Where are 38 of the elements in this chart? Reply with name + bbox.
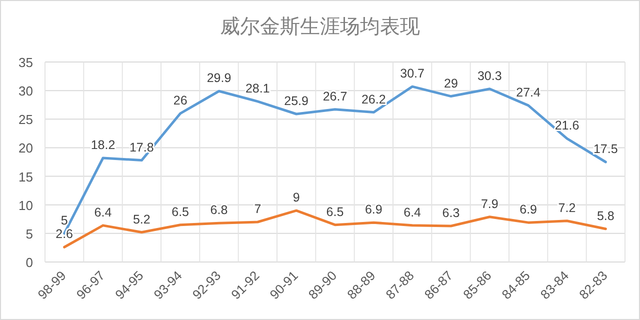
- data-label: 6.9: [520, 202, 538, 217]
- y-tick-label: 15: [18, 169, 33, 184]
- data-label: 26.2: [361, 92, 386, 106]
- y-tick-label: 5: [26, 226, 33, 242]
- data-label: 6.9: [364, 202, 382, 217]
- data-label: 29: [444, 76, 458, 90]
- data-label: 6.4: [94, 205, 112, 220]
- data-label: 18.2: [90, 138, 116, 152]
- data-label: 5: [60, 213, 68, 228]
- data-label: 7.9: [480, 196, 498, 211]
- data-label: 5.8: [596, 208, 614, 223]
- data-label: 21.6: [554, 118, 580, 133]
- data-label: 9: [292, 190, 300, 205]
- data-label: 30.3: [477, 68, 502, 83]
- data-label: 5.2: [132, 212, 150, 226]
- data-label: 26: [173, 93, 188, 108]
- data-label: 7: [254, 202, 262, 216]
- data-label: 25.9: [284, 94, 309, 108]
- data-label: 2.6: [56, 227, 74, 242]
- data-label: 27.4: [516, 85, 541, 100]
- y-tick-label: 0: [26, 255, 33, 270]
- data-label: 6.5: [326, 204, 344, 219]
- data-label: 6.8: [210, 203, 228, 218]
- data-label: 17.5: [593, 142, 618, 156]
- data-label: 7.2: [558, 200, 576, 215]
- y-tick-label: 35: [18, 55, 33, 70]
- data-label: 6.3: [442, 206, 460, 220]
- y-tick-label: 10: [18, 198, 33, 213]
- data-label: 29.9: [206, 71, 232, 86]
- data-label: 26.7: [322, 89, 348, 104]
- y-tick-label: 30: [18, 84, 33, 99]
- y-tick-label: 25: [18, 112, 33, 128]
- data-label: 6.5: [172, 204, 190, 219]
- data-label: 30.7: [400, 66, 425, 81]
- data-label: 28.1: [245, 81, 270, 96]
- data-label: 6.4: [404, 205, 422, 220]
- chart-title: 威尔金斯生涯场均表现: [220, 16, 420, 38]
- y-tick-label: 20: [18, 140, 33, 156]
